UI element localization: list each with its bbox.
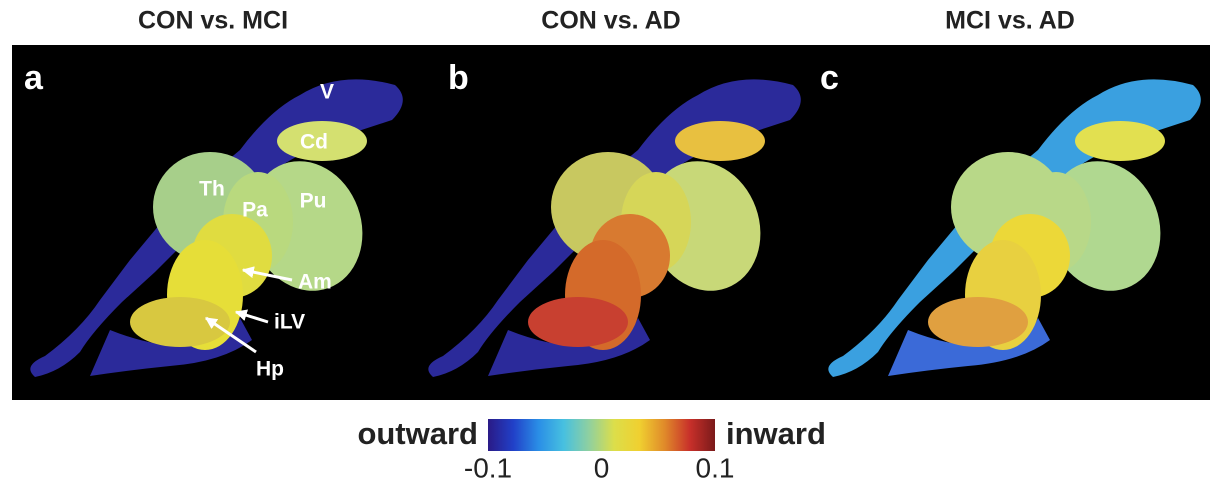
region-label: Th (199, 178, 225, 201)
region-label: Pu (300, 190, 327, 213)
colorbar-tick-label: 0.1 (696, 452, 735, 483)
colorbar-tick-label: 0 (594, 452, 610, 483)
colorbar-tick-label: -0.1 (464, 452, 512, 483)
panel-letter: b (448, 59, 469, 97)
panel-title: CON vs. MCI (138, 7, 288, 35)
region-label: Hp (256, 358, 284, 381)
arrow (205, 316, 257, 354)
region-label: Am (298, 271, 332, 294)
region-label: Cd (300, 131, 328, 154)
panel-title: CON vs. AD (541, 7, 680, 35)
panel-letter: a (24, 59, 44, 97)
colorbar-label: outward (357, 416, 478, 451)
region-label: iLV (274, 311, 305, 334)
region-label: Pa (242, 199, 268, 222)
panel-title: MCI vs. AD (945, 7, 1075, 35)
arrow (234, 309, 269, 324)
arrow (241, 266, 293, 282)
panel-letter: c (820, 59, 839, 97)
colorbar-label: inward (726, 416, 826, 451)
colorbar (488, 419, 715, 451)
region-label: V (320, 81, 334, 104)
